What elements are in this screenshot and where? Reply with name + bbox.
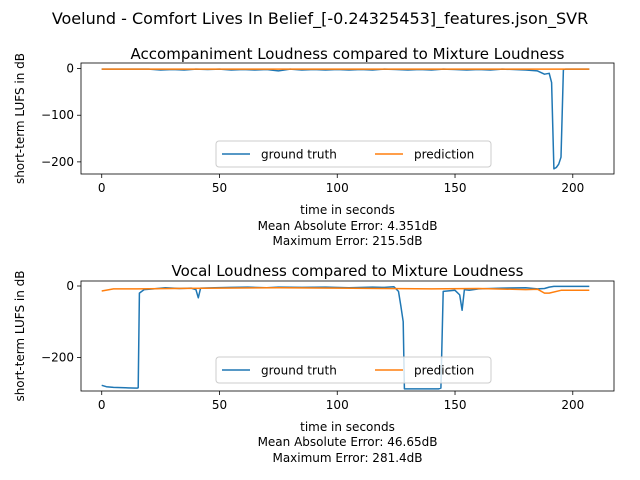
legend-label-ground-truth: ground truth [261,148,337,162]
legend-box-0 [215,140,492,168]
axes-frame-0 [80,62,615,175]
y-tick-label: 0 [66,62,74,76]
x-tick-label: 200 [561,398,584,412]
maximum-error-label: Maximum Error: 281.4dB [272,451,422,465]
y-tick-label: −200 [41,155,74,169]
legend-label-ground-truth: ground truth [261,364,337,378]
y-axis-label: short-term LUFS in dB [13,53,27,184]
x-tick-label: 100 [326,398,349,412]
y-axis-label: short-term LUFS in dB [13,270,27,401]
maximum-error-label: Maximum Error: 215.5dB [272,234,422,248]
series-line-prediction-1 [101,287,590,294]
x-axis-label: time in seconds [300,420,395,434]
x-tick-label: 200 [561,181,584,195]
axes-frame-1 [80,280,615,392]
mean-absolute-error-label: Mean Absolute Error: 46.65dB [258,435,438,449]
mean-absolute-error-label: Mean Absolute Error: 4.351dB [258,219,438,233]
legend-box-1 [215,356,492,384]
x-tick-label: 150 [444,398,467,412]
x-tick-label: 100 [326,181,349,195]
x-tick-label: 0 [98,181,106,195]
y-tick-label: 0 [66,279,74,293]
legend-label-prediction: prediction [414,364,474,378]
chart-title: Accompaniment Loudness compared to Mixtu… [131,45,565,63]
chart-title: Vocal Loudness compared to Mixture Loudn… [172,262,524,280]
x-axis-label: time in seconds [300,203,395,217]
x-tick-label: 150 [444,181,467,195]
y-tick-label: −200 [41,350,74,364]
figure-suptitle: Voelund - Comfort Lives In Belief_[-0.24… [52,9,588,29]
x-tick-label: 50 [212,181,227,195]
y-tick-label: −100 [41,108,74,122]
legend-label-prediction: prediction [414,148,474,162]
x-tick-label: 0 [98,398,106,412]
x-tick-label: 50 [212,398,227,412]
